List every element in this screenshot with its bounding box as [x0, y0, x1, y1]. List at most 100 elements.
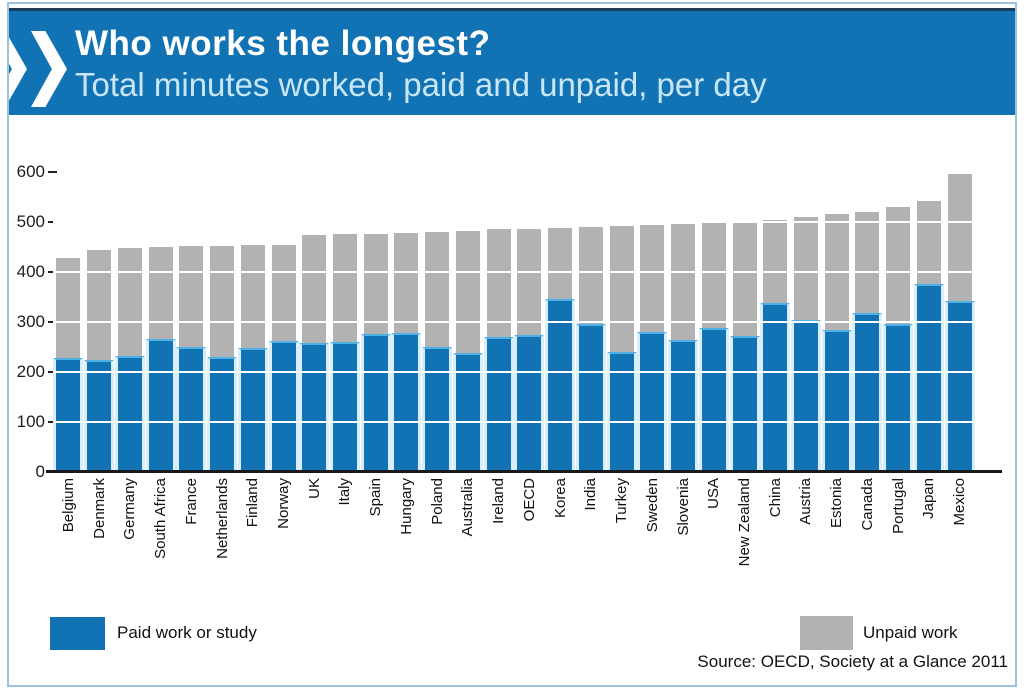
paid-segment: [483, 336, 514, 472]
y-tick-label: 600: [16, 162, 45, 181]
bar-column: [391, 160, 422, 472]
paid-segment: [668, 340, 699, 472]
x-label-column: Korea: [545, 478, 576, 602]
country-label: Estonia: [828, 478, 846, 529]
unpaid-segment: [763, 219, 788, 303]
paid-segment: [729, 336, 760, 472]
bar-column: [145, 160, 176, 472]
x-label-column: Netherlands: [207, 478, 238, 602]
paid-segment: [545, 298, 576, 472]
paid-segment: [913, 283, 944, 472]
country-label: UK: [305, 478, 323, 499]
paid-segment: [637, 331, 668, 472]
bar-column: [452, 160, 484, 472]
country-label: Netherlands: [213, 478, 231, 559]
country-label: France: [182, 478, 200, 525]
unpaid-segment: [87, 249, 112, 360]
country-label: Norway: [275, 478, 292, 529]
gridline: [53, 271, 975, 273]
unpaid-segment: [517, 228, 542, 335]
x-label-column: Slovenia: [668, 478, 699, 602]
y-tick-mark: [48, 271, 57, 273]
unpaid-segment: [179, 246, 204, 347]
x-label-column: Japan: [914, 478, 945, 602]
y-tick-label: 0: [35, 462, 45, 481]
unpaid-segment: [240, 245, 265, 348]
unpaid-segment: [455, 230, 480, 353]
bar-column: [53, 160, 84, 472]
x-label-column: Poland: [422, 478, 453, 602]
paid-segment: [575, 323, 606, 472]
bar-column: [668, 160, 699, 472]
country-label: China: [766, 478, 784, 518]
paid-segment: [84, 359, 115, 472]
bar-column: [176, 160, 207, 472]
unpaid-segment: [916, 201, 941, 284]
y-tick-label: 500: [16, 212, 45, 231]
gridline: [53, 321, 975, 323]
paid-segment: [944, 300, 975, 472]
paid-segment: [514, 334, 545, 472]
unpaid-segment: [671, 223, 696, 340]
y-tick-label: 400: [16, 262, 45, 281]
country-label: Mexico: [951, 478, 969, 526]
x-label-column: India: [575, 478, 606, 602]
y-tick-mark: [48, 421, 57, 423]
paid-segment: [53, 358, 84, 472]
x-label-column: Denmark: [84, 478, 115, 602]
paid-segment: [114, 356, 145, 472]
bar-column: [760, 160, 791, 472]
gridline: [53, 421, 975, 423]
unpaid-segment: [486, 229, 511, 337]
y-tick-mark: [48, 221, 57, 223]
paid-segment: [821, 330, 852, 472]
x-label-column: Hungary: [391, 478, 422, 602]
unpaid-segment: [578, 227, 603, 324]
y-tick-mark: [48, 171, 57, 173]
unpaid-segment: [548, 228, 573, 299]
country-label: Turkey: [613, 478, 631, 524]
country-label: Germany: [121, 478, 139, 540]
bar-column: [299, 160, 330, 472]
paid-segment: [176, 346, 207, 472]
bar-column: [84, 160, 115, 472]
paid-segment: [207, 356, 238, 472]
x-axis-labels: Belgium Denmark Germany South Africa France N…: [53, 478, 975, 602]
x-label-column: Turkey: [606, 478, 637, 602]
paid-segment: [391, 332, 422, 472]
x-label-column: France: [176, 478, 207, 602]
x-label-column: New Zealand: [729, 478, 760, 602]
bar-column: [913, 160, 945, 472]
paid-segment: [329, 341, 360, 472]
bar-column: [329, 160, 361, 472]
bar-column: [237, 160, 268, 472]
country-label: Japan: [920, 478, 938, 519]
header-banner: Who works the longest? Total minutes wor…: [9, 8, 1015, 115]
paid-segment: [422, 346, 453, 472]
x-label-column: Italy: [330, 478, 361, 602]
country-label: Belgium: [59, 478, 77, 533]
paid-segment: [760, 302, 791, 472]
bar-column: [944, 160, 975, 472]
paid-segment: [237, 347, 268, 472]
bar-column: [698, 160, 729, 472]
x-label-column: Finland: [237, 478, 268, 602]
bar-column: [575, 160, 606, 472]
country-label: New Zealand: [736, 478, 754, 567]
country-label: Italy: [336, 478, 354, 506]
unpaid-segment: [609, 226, 634, 352]
legend-paid-swatch: [50, 617, 105, 650]
country-label: Finland: [244, 478, 262, 528]
unpaid-segment: [793, 216, 818, 320]
bar-column: [360, 160, 391, 472]
bar-column: [514, 160, 545, 472]
paid-segment: [299, 342, 330, 472]
country-label: Denmark: [90, 478, 108, 539]
unpaid-segment: [855, 212, 880, 313]
paid-segment: [145, 339, 176, 472]
country-label: USA: [705, 478, 723, 509]
unpaid-segment: [394, 232, 419, 333]
x-label-column: Norway: [268, 478, 299, 602]
legend-unpaid-swatch: [800, 616, 853, 650]
